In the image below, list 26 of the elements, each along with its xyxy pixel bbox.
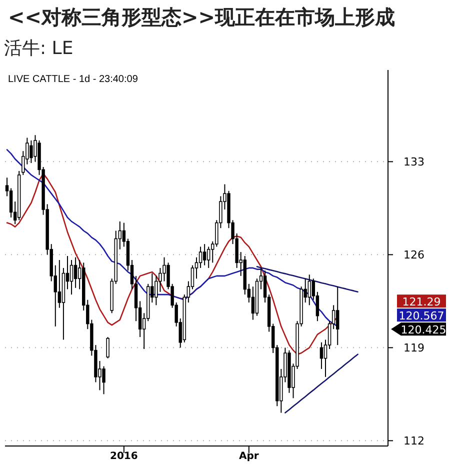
y-tick-label: 133 [404, 156, 424, 169]
x-tick-label: 2016 [110, 451, 138, 462]
y-tick-label: 119 [404, 342, 424, 355]
candlestick [106, 336, 110, 359]
text: 121.29 [402, 296, 441, 309]
line-series [6, 172, 338, 355]
chart-subtitle: 活牛: LE [4, 38, 74, 59]
candlestick [198, 246, 202, 268]
candlestick [336, 286, 340, 346]
candlestick [102, 366, 106, 395]
text: 120.567 [398, 310, 444, 323]
candlestick [58, 259, 62, 308]
candlestick [9, 188, 13, 218]
x-tick-label: Apr [238, 451, 259, 462]
candlestick [70, 259, 74, 296]
y-tick-label: 126 [404, 248, 424, 262]
annotation: LIVE CATTLE - 1d - 23:40:09 [8, 74, 138, 85]
candlestick [308, 274, 311, 306]
candlestick [74, 256, 78, 288]
candlestick [206, 246, 210, 268]
text: 120.425 [400, 324, 446, 337]
y-tick-label: 112 [404, 434, 424, 448]
chart-title: <<对称三角形型态>>现正在在市场上形成 [8, 5, 396, 29]
candlestick [202, 244, 206, 266]
line-series [284, 354, 358, 414]
candlestick [320, 342, 324, 370]
